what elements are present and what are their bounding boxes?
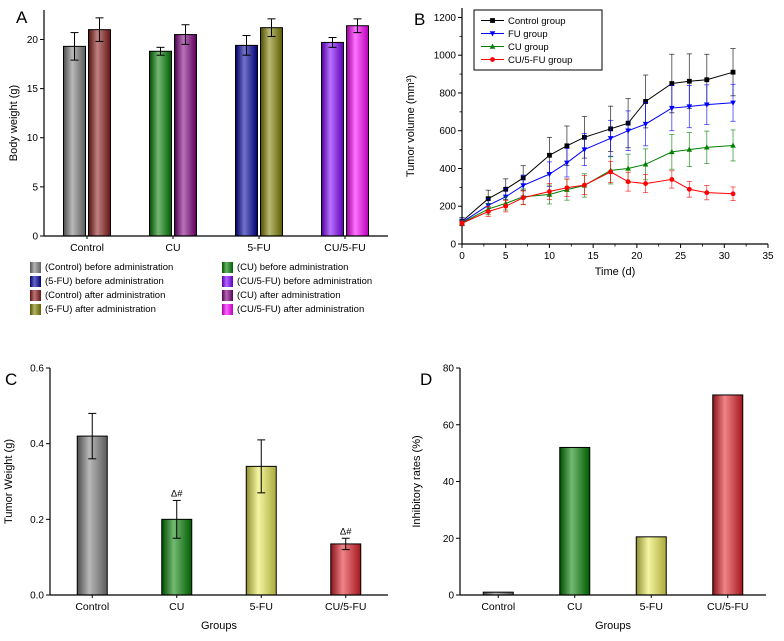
- svg-text:5-FU: 5-FU: [250, 601, 273, 613]
- svg-text:CU/5-FU group: CU/5-FU group: [508, 55, 572, 66]
- panel-d-label: D: [420, 370, 433, 389]
- svg-text:20: 20: [27, 35, 39, 46]
- svg-text:0: 0: [459, 251, 465, 262]
- svg-text:5: 5: [503, 251, 509, 262]
- panel-c-label: C: [5, 370, 18, 389]
- svg-text:15: 15: [588, 251, 600, 262]
- svg-text:1200: 1200: [434, 13, 457, 24]
- svg-text:0: 0: [450, 240, 456, 251]
- legend-swatch: [222, 304, 233, 315]
- panel-d: D 0 20 40 60 80 Control CU 5-FU CU/5-FU Inhibitor…: [404, 352, 784, 641]
- svg-text:200: 200: [439, 202, 456, 213]
- svg-text:10: 10: [27, 133, 39, 144]
- svg-text:CU group: CU group: [508, 42, 549, 53]
- panel-b: B 0 200 400 600 800 1000 1200 0 5 10 15 20 25 30 35 Tim…: [400, 0, 784, 300]
- svg-text:CU/5-FU: CU/5-FU: [325, 601, 366, 613]
- svg-text:CU: CU: [165, 242, 180, 254]
- legend-item: (Control) before administration: [30, 262, 218, 273]
- legend-item: (CU) before administration: [222, 262, 394, 273]
- svg-text:80: 80: [443, 364, 455, 375]
- svg-text:10: 10: [544, 251, 556, 262]
- svg-text:Time (d): Time (d): [595, 266, 636, 278]
- body-weight-legend: (Control) before administration (CU) befo…: [30, 262, 394, 315]
- svg-text:30: 30: [719, 251, 731, 262]
- legend-swatch: [222, 262, 233, 273]
- svg-text:20: 20: [631, 251, 643, 262]
- svg-text:Groups: Groups: [595, 620, 632, 632]
- legend-label: (Control) after administration: [45, 290, 166, 301]
- svg-text:5: 5: [32, 182, 38, 193]
- svg-text:Control: Control: [75, 601, 109, 613]
- svg-text:35: 35: [762, 251, 774, 262]
- svg-text:Groups: Groups: [201, 620, 238, 632]
- svg-text:Body weight (g): Body weight (g): [8, 85, 20, 161]
- legend-swatch: [30, 262, 41, 273]
- legend-swatch: [222, 290, 233, 301]
- legend-swatch: [30, 290, 41, 301]
- svg-text:60: 60: [443, 420, 455, 431]
- svg-text:Control: Control: [70, 242, 104, 254]
- svg-text:0: 0: [448, 591, 454, 602]
- svg-text:0.0: 0.0: [30, 591, 44, 602]
- legend-label: (5-FU) after administration: [45, 304, 156, 315]
- legend-swatch: [30, 304, 41, 315]
- tumor-weight-bar-chart: 0.0 0.2 0.4 0.6 Control CU Δ# 5-FU CU/5-FU Δ# Tumo…: [3, 364, 388, 632]
- panel-a-label: A: [16, 8, 28, 27]
- legend-item: (CU/5-FU) after administration: [222, 304, 394, 315]
- svg-text:Control group: Control group: [508, 16, 566, 27]
- legend-item: (CU/5-FU) before administration: [222, 276, 394, 287]
- legend-item: (5-FU) before administration: [30, 276, 218, 287]
- svg-text:Tumor Weight (g): Tumor Weight (g): [3, 439, 15, 524]
- svg-text:0.4: 0.4: [30, 439, 44, 450]
- body-weight-bar-chart: 0 5 10 15 20 Control CU 5-FU CU/5-FU Body weight …: [8, 10, 388, 254]
- svg-text:25: 25: [675, 251, 687, 262]
- svg-text:20: 20: [443, 534, 455, 545]
- svg-text:1000: 1000: [434, 51, 457, 62]
- panel-a: A 0 5 10 15 20 Control CU 5-FU CU/5-FU Body weigh…: [0, 0, 400, 348]
- svg-text:0.2: 0.2: [30, 515, 44, 526]
- svg-text:CU: CU: [169, 601, 184, 613]
- legend-swatch: [222, 276, 233, 287]
- legend-label: (CU/5-FU) after administration: [237, 304, 365, 315]
- legend-swatch: [30, 276, 41, 287]
- legend-item: (5-FU) after administration: [30, 304, 218, 315]
- svg-text:0.6: 0.6: [30, 364, 44, 375]
- legend-label: (CU/5-FU) before administration: [237, 276, 373, 287]
- svg-text:15: 15: [27, 84, 39, 95]
- svg-text:5-FU: 5-FU: [247, 242, 270, 254]
- legend-label: (CU) before administration: [237, 262, 349, 273]
- inhibitory-rates-bar-chart: 0 20 40 60 80 Control CU 5-FU CU/5-FU Inhibitory …: [411, 364, 766, 632]
- svg-text:FU group: FU group: [508, 29, 548, 40]
- svg-text:Control: Control: [481, 601, 515, 613]
- legend-item: (Control) after administration: [30, 290, 218, 301]
- svg-text:Tumor volume (mm³): Tumor volume (mm³): [405, 75, 417, 177]
- svg-text:CU/5-FU: CU/5-FU: [707, 601, 748, 613]
- tumor-volume-line-chart: 0 200 400 600 800 1000 1200 0 5 10 15 20 25 30 35 Time …: [405, 8, 774, 278]
- svg-text:Inhibitory rates (%): Inhibitory rates (%): [411, 435, 423, 527]
- svg-text:800: 800: [439, 88, 456, 99]
- svg-text:600: 600: [439, 126, 456, 137]
- svg-text:CU/5-FU: CU/5-FU: [324, 242, 365, 254]
- legend-label: (CU) after administration: [237, 290, 341, 301]
- panel-b-label: B: [414, 10, 426, 29]
- legend-label: (5-FU) before administration: [45, 276, 164, 287]
- svg-text:400: 400: [439, 164, 456, 175]
- panel-c: C 0.0 0.2 0.4 0.6 Control CU Δ# 5-FU CU/5-FU Δ# Tu…: [0, 352, 400, 641]
- svg-text:5-FU: 5-FU: [640, 601, 663, 613]
- svg-text:Δ#: Δ#: [171, 488, 183, 499]
- svg-text:CU: CU: [567, 601, 582, 613]
- legend-label: (Control) before administration: [45, 262, 174, 273]
- svg-text:0: 0: [32, 232, 38, 243]
- svg-text:Δ#: Δ#: [340, 526, 352, 537]
- svg-text:40: 40: [443, 477, 455, 488]
- legend-item: (CU) after administration: [222, 290, 394, 301]
